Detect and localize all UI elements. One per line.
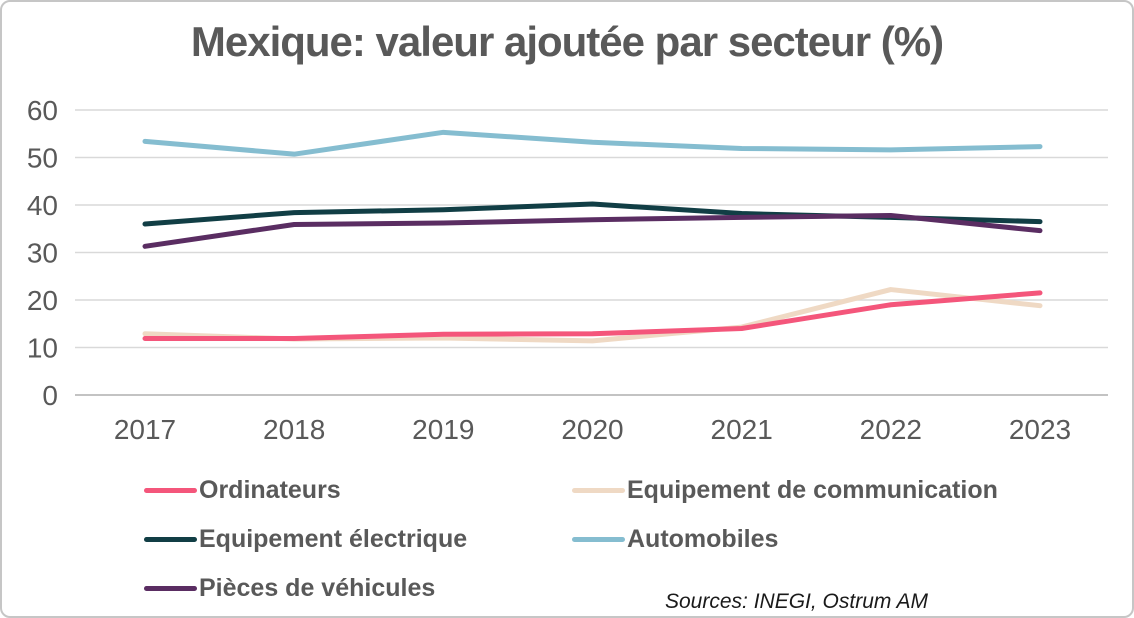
series-line-ordinateurs bbox=[142, 290, 1043, 341]
legend-label-equipement-communication: Equipement de communication bbox=[627, 476, 998, 504]
y-tick-label: 30 bbox=[27, 238, 58, 269]
legend-swatch-equipement-electrique bbox=[144, 537, 197, 542]
x-tick-label: 2017 bbox=[114, 414, 176, 445]
legend-item-automobiles: Automobiles bbox=[572, 515, 998, 564]
chart-title: Mexique: valeur ajoutée par secteur (%) bbox=[190, 18, 944, 65]
source-note: Sources: INEGI, Ostrum AM bbox=[665, 590, 928, 613]
legend-swatch-ordinateurs bbox=[144, 488, 197, 493]
y-tick-label: 60 bbox=[27, 95, 58, 126]
series-line-automobiles bbox=[142, 129, 1043, 157]
legend-label-ordinateurs: Ordinateurs bbox=[199, 476, 341, 504]
x-tick-label: 2022 bbox=[860, 414, 922, 445]
plot-area: 0 10 20 30 40 50 60 2017 2018 2019 2020 2021 2022 202… bbox=[27, 95, 1108, 445]
legend-swatch-pieces-de-vehicules bbox=[144, 586, 197, 591]
legend-label-pieces-de-vehicules: Pièces de véhicules bbox=[199, 574, 436, 602]
legend-label-automobiles: Automobiles bbox=[627, 525, 779, 553]
x-tick-label: 2018 bbox=[263, 414, 325, 445]
y-tick-label: 0 bbox=[42, 380, 58, 411]
y-tick-label: 20 bbox=[27, 285, 58, 316]
legend-item-pieces-de-vehicules: Pièces de véhicules bbox=[144, 564, 572, 613]
legend-item-equipement-communication: Equipement de communication bbox=[572, 466, 998, 515]
legend: Ordinateurs Equipement de communication … bbox=[144, 466, 998, 613]
y-tick-label: 40 bbox=[27, 190, 58, 221]
legend-swatch-automobiles bbox=[572, 537, 625, 542]
legend-label-equipement-electrique: Equipement électrique bbox=[199, 525, 468, 553]
legend-swatch-equipement-communication bbox=[572, 488, 625, 493]
x-tick-label: 2019 bbox=[412, 414, 474, 445]
x-tick-label: 2020 bbox=[561, 414, 623, 445]
y-tick-label: 10 bbox=[27, 333, 58, 364]
legend-item-ordinateurs: Ordinateurs bbox=[144, 466, 572, 515]
x-tick-label: 2021 bbox=[711, 414, 773, 445]
series-line-pi-ces-de-v-hicules bbox=[142, 212, 1043, 249]
x-tick-label: 2023 bbox=[1009, 414, 1071, 445]
y-tick-label: 50 bbox=[27, 143, 58, 174]
legend-item-equipement-electrique: Equipement électrique bbox=[144, 515, 572, 564]
